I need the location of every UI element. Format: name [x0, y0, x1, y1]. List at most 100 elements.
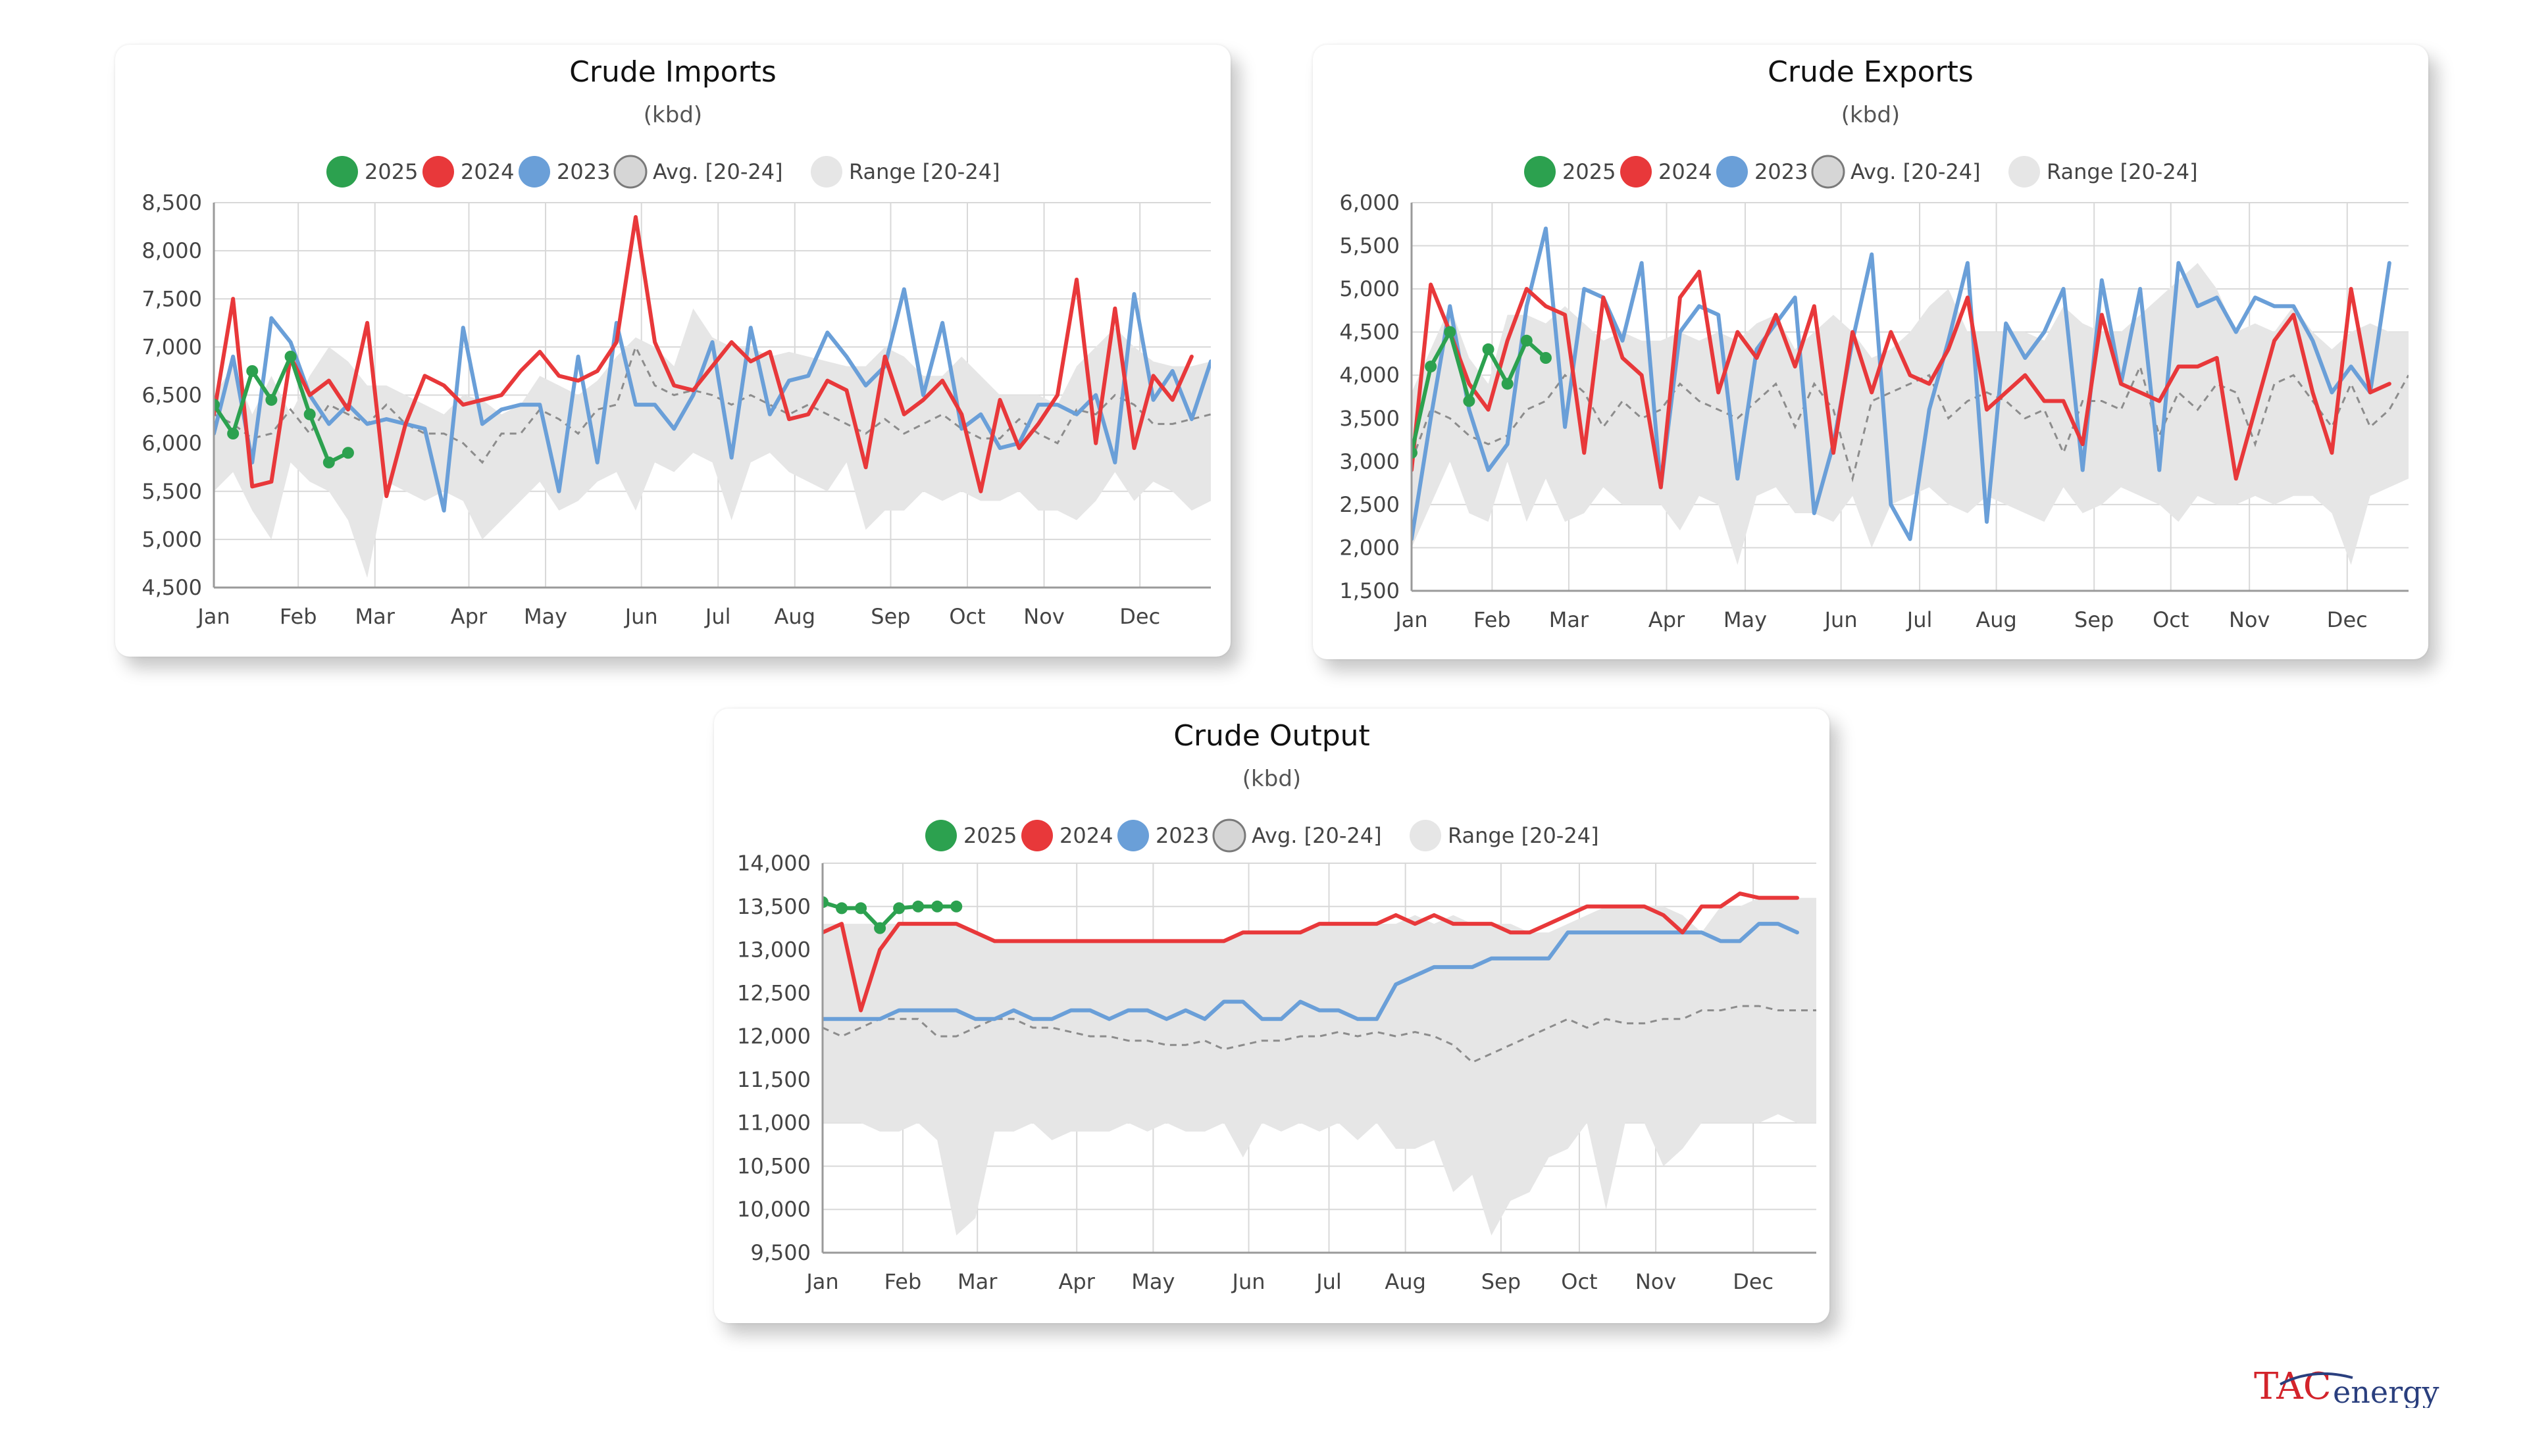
- series-point-2025: [874, 922, 886, 934]
- y-tick-label: 11,000: [737, 1111, 811, 1136]
- legend-marker-1: [422, 156, 454, 188]
- chart-card-crude-exports: Crude Exports (kbd) 2025 2024 2023 Avg. [20-2…: [1313, 45, 2428, 659]
- x-tick-label: Apr: [1648, 607, 1685, 632]
- y-tick-label: 5,000: [141, 527, 202, 552]
- series-point-2025: [893, 902, 906, 915]
- series-point-2025: [246, 364, 259, 377]
- series-point-2025: [1463, 395, 1475, 407]
- legend-marker-4: [2008, 156, 2040, 188]
- y-tick-label: 4,000: [1339, 363, 1400, 388]
- series-point-2025: [950, 900, 963, 913]
- legend-marker-0: [925, 820, 957, 851]
- y-tick-label: 6,500: [141, 383, 202, 408]
- x-tick-label: Jul: [1315, 1269, 1342, 1294]
- series-line-2023: [1412, 226, 2391, 541]
- y-tick-label: 9,500: [750, 1240, 811, 1265]
- legend-marker-0: [1524, 156, 1556, 188]
- x-tick-label: Jul: [704, 604, 731, 629]
- series-point-2025: [227, 428, 240, 439]
- x-tick-label: Sep: [2074, 607, 2114, 632]
- y-tick-label: 3,000: [1339, 449, 1400, 474]
- range-band: [214, 308, 1211, 578]
- legend-marker-3: [1212, 818, 1246, 853]
- chart-subtitle: (kbd): [644, 102, 702, 128]
- chart-subtitle: (kbd): [1841, 102, 1900, 128]
- x-tick-label: Mar: [1549, 607, 1589, 632]
- chart-title: Crude Exports: [1768, 55, 1974, 89]
- legend-label-2: 2023: [1156, 823, 1209, 848]
- x-tick-label: Dec: [1733, 1269, 1774, 1294]
- legend-label-1: 2024: [1059, 823, 1113, 848]
- x-tick-label: Nov: [2229, 607, 2270, 632]
- range-band: [823, 897, 1816, 1236]
- x-tick-label: Dec: [2327, 607, 2368, 632]
- series-line-2024: [1412, 269, 2391, 490]
- x-tick-label: Sep: [1481, 1269, 1521, 1294]
- x-tick-label: Jan: [196, 604, 230, 629]
- legend-label-1: 2024: [461, 159, 514, 184]
- legend-marker-1: [1620, 156, 1652, 188]
- chart-card-crude-imports: Crude Imports (kbd) 2025 2024 2023 Avg. [20-2…: [115, 45, 1231, 657]
- y-tick-label: 4,500: [1339, 320, 1400, 345]
- x-tick-label: Nov: [1023, 604, 1064, 629]
- chart-crude-imports: Crude Imports (kbd) 2025 2024 2023 Avg. [20-2…: [141, 55, 1211, 629]
- legend-label-3: Avg. [20-24]: [1851, 159, 1981, 184]
- y-tick-label: 8,500: [141, 190, 202, 215]
- chart-crude-output: Crude Output (kbd) 2025 2024 2023 Avg. [20-24…: [737, 719, 1816, 1294]
- avg-line: [823, 1005, 1816, 1064]
- x-tick-label: May: [524, 604, 567, 629]
- series-point-2025: [303, 408, 316, 420]
- legend-marker-0: [326, 156, 358, 188]
- y-tick-label: 2,000: [1339, 535, 1400, 560]
- legend-marker-2: [1117, 820, 1149, 851]
- legend-label-3: Avg. [20-24]: [1252, 823, 1382, 848]
- y-tick-label: 12,500: [737, 980, 811, 1005]
- series-point-2025: [214, 399, 220, 411]
- x-tick-label: Feb: [280, 604, 317, 629]
- legend-marker-4: [811, 156, 842, 188]
- series-point-2025: [1444, 326, 1456, 338]
- series-point-2025: [931, 900, 944, 913]
- y-tick-label: 5,500: [1339, 234, 1400, 259]
- y-tick-label: 3,500: [1339, 406, 1400, 431]
- y-tick-label: 12,000: [737, 1024, 811, 1049]
- y-tick-label: 10,000: [737, 1197, 811, 1222]
- y-tick-label: 2,500: [1339, 492, 1400, 517]
- x-tick-label: Nov: [1635, 1269, 1676, 1294]
- legend: 2025 2024 2023 Avg. [20-24] Range [20-24]: [1524, 155, 2198, 189]
- series-point-2025: [342, 447, 354, 459]
- x-tick-label: Jul: [1906, 607, 1933, 632]
- legend-marker-2: [519, 156, 550, 188]
- series-line-2023: [823, 922, 1799, 1021]
- legend-label-1: 2024: [1658, 159, 1712, 184]
- x-tick-label: Jan: [1394, 607, 1427, 632]
- chart-crude-exports: Crude Exports (kbd) 2025 2024 2023 Avg. [20-2…: [1339, 55, 2409, 632]
- legend-marker-1: [1021, 820, 1053, 851]
- logo-tac-text: TAC: [2254, 1365, 2332, 1408]
- x-tick-label: Mar: [957, 1269, 998, 1294]
- series-point-2025: [1501, 378, 1514, 390]
- x-tick-label: Apr: [1059, 1269, 1096, 1294]
- chart-title: Crude Output: [1173, 719, 1370, 753]
- series-point-2025: [1412, 447, 1417, 459]
- y-tick-label: 5,500: [141, 479, 202, 504]
- legend-marker-3: [1811, 155, 1845, 189]
- legend-label-4: Range [20-24]: [849, 159, 1000, 184]
- y-tick-label: 5,000: [1339, 276, 1400, 301]
- y-tick-label: 1,500: [1339, 578, 1400, 603]
- avg-line: [214, 344, 1211, 464]
- avg-line: [1412, 363, 2409, 483]
- series-line-2025: [1412, 330, 1548, 455]
- chart-subtitle: (kbd): [1242, 766, 1301, 792]
- x-tick-label: Aug: [1385, 1269, 1425, 1294]
- legend-marker-4: [1410, 820, 1441, 851]
- x-tick-label: Sep: [871, 604, 910, 629]
- y-tick-label: 4,500: [141, 575, 202, 600]
- legend-label-2: 2023: [1754, 159, 1808, 184]
- chart-title: Crude Imports: [569, 55, 777, 89]
- series-point-2025: [1539, 352, 1552, 364]
- series-point-2025: [284, 351, 297, 363]
- series-point-2025: [823, 896, 829, 909]
- x-tick-label: Oct: [1561, 1269, 1597, 1294]
- y-tick-label: 8,000: [141, 238, 202, 263]
